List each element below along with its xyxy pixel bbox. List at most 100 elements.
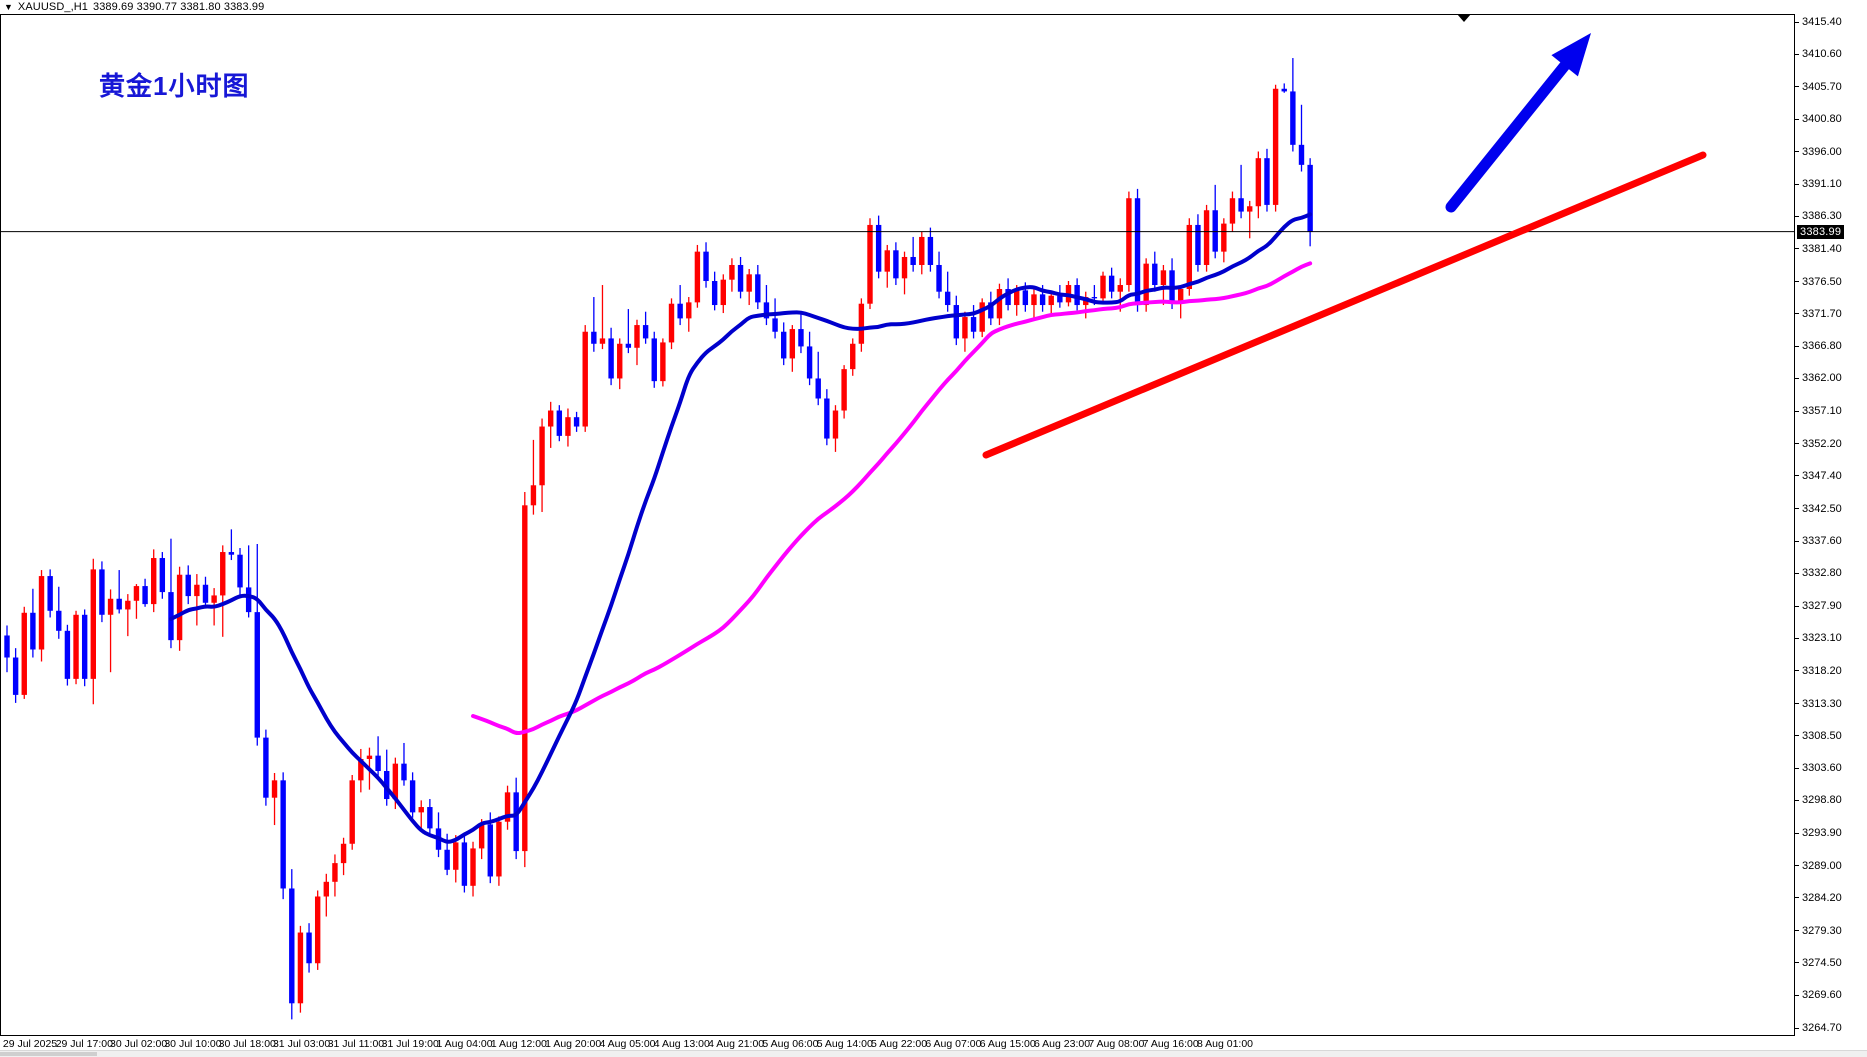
- time-tick-label: 29 Jul 17:00: [55, 1038, 113, 1050]
- price-tick: 3318.20: [1795, 665, 1842, 677]
- time-tick-label: 31 Jul 11:00: [327, 1038, 385, 1050]
- arrow-shaft: [1445, 60, 1571, 213]
- chart-plot-area[interactable]: [0, 14, 1795, 1036]
- price-tick-dash: [1795, 313, 1799, 315]
- price-tick-label: 3347.40: [1802, 469, 1842, 482]
- time-tick-label: 1 Aug 12:00: [490, 1038, 547, 1050]
- price-scale[interactable]: 3415.40 3410.60 3405.70 3400.80 3396.00 3391.…: [1795, 14, 1867, 1036]
- price-tick-dash: [1795, 475, 1799, 477]
- price-tick: 3366.80: [1795, 340, 1842, 353]
- caret-down-icon[interactable]: ▼: [4, 1, 13, 12]
- price-tick-label: 3279.30: [1802, 924, 1842, 937]
- price-tick: 3332.80: [1795, 567, 1842, 580]
- blue-projection-arrow[interactable]: [1445, 33, 1591, 213]
- price-tick: 3410.60: [1795, 48, 1842, 60]
- price-tick: 3362.00: [1795, 372, 1842, 385]
- price-tick: 3327.90: [1795, 600, 1842, 613]
- price-tick-dash: [1795, 377, 1799, 379]
- price-tick-label: 3269.60: [1802, 989, 1842, 1002]
- price-tick-label: 3284.20: [1802, 891, 1842, 904]
- price-tick-label: 3327.90: [1802, 600, 1842, 613]
- price-tick: 3371.70: [1795, 308, 1842, 320]
- price-tick: 3284.20: [1795, 891, 1842, 904]
- price-tick-dash: [1795, 443, 1799, 445]
- price-tick: 3293.90: [1795, 827, 1842, 839]
- time-tick-label: 8 Aug 01:00: [1196, 1038, 1254, 1050]
- price-tick-label: 3323.10: [1802, 632, 1842, 645]
- ma-fast-line: [168, 212, 1313, 844]
- symbol-label: XAUUSD_,H1: [17, 1, 88, 13]
- price-tick-dash: [1795, 799, 1799, 801]
- price-tick: 3279.30: [1795, 924, 1842, 937]
- time-tick-label: 6 Aug 15:00: [979, 1038, 1036, 1050]
- time-tick-label: 30 Jul 02:00: [110, 1038, 168, 1050]
- time-tick-label: 31 Jul 19:00: [381, 1038, 439, 1050]
- price-tick: 3405.70: [1795, 80, 1842, 93]
- price-tick-label: 3381.40: [1802, 242, 1842, 255]
- price-tick-dash: [1795, 281, 1799, 283]
- time-tick-label: 7 Aug 08:00: [1088, 1038, 1145, 1050]
- price-tick: 3289.00: [1795, 860, 1842, 872]
- price-tick-label: 3352.20: [1802, 437, 1842, 450]
- price-tick: 3386.30: [1795, 210, 1842, 223]
- time-tick-label: 5 Aug 14:00: [816, 1038, 873, 1050]
- price-tick: 3400.80: [1795, 113, 1842, 125]
- page-title: 黄金1小时图: [99, 71, 250, 101]
- price-tick-label: 3405.70: [1802, 80, 1842, 93]
- price-tick: 3303.60: [1795, 762, 1842, 775]
- last-price-tag: 3383.99: [1797, 224, 1845, 239]
- price-tick: 3323.10: [1795, 632, 1842, 645]
- price-tick-label: 3264.70: [1802, 1022, 1842, 1034]
- price-tick-dash: [1795, 151, 1799, 152]
- price-tick-label: 3337.60: [1802, 535, 1842, 548]
- price-tick-dash: [1795, 118, 1799, 120]
- price-tick-dash: [1795, 508, 1799, 510]
- price-tick-label: 3332.80: [1802, 567, 1842, 580]
- price-tick: 3298.80: [1795, 794, 1842, 806]
- price-tick-dash: [1795, 86, 1799, 88]
- price-tick: 3391.10: [1795, 178, 1842, 191]
- time-tick-label: 30 Jul 10:00: [164, 1038, 222, 1050]
- price-tick-dash: [1795, 21, 1799, 23]
- price-tick-dash: [1795, 410, 1799, 412]
- price-tick: 3313.30: [1795, 697, 1842, 710]
- price-tick-label: 3313.30: [1802, 697, 1842, 710]
- price-tick-label: 3308.50: [1802, 729, 1842, 742]
- price-tick-dash: [1795, 183, 1799, 185]
- price-tick-dash: [1795, 248, 1799, 250]
- price-tick-label: 3342.50: [1802, 502, 1842, 515]
- price-tick-dash: [1795, 832, 1799, 834]
- time-tick-label: 29 Jul 2025: [2, 1038, 58, 1050]
- price-tick: 3264.70: [1795, 1022, 1842, 1034]
- chart-canvas: [1, 33, 1794, 1020]
- price-tick: 3269.60: [1795, 989, 1842, 1002]
- horizontal-scrollbar[interactable]: [0, 1050, 1867, 1057]
- price-tick-label: 3274.50: [1802, 956, 1842, 969]
- price-tick-dash: [1795, 897, 1799, 899]
- price-tick-dash: [1795, 53, 1799, 55]
- scrollbar-thumb[interactable]: [0, 1052, 97, 1056]
- price-tick-label: 3366.80: [1802, 340, 1842, 353]
- price-tick-label: 3362.00: [1802, 372, 1842, 385]
- price-tick-label: 3386.30: [1802, 210, 1842, 223]
- time-tick-label: 6 Aug 23:00: [1034, 1038, 1091, 1050]
- price-tick: 3376.50: [1795, 276, 1842, 288]
- ohlc-values: 3389.69 3390.77 3381.80 3383.99: [93, 1, 265, 13]
- price-tick-dash: [1795, 703, 1799, 705]
- price-tick-dash: [1795, 540, 1799, 542]
- price-tick-dash: [1795, 767, 1799, 769]
- price-tick-dash: [1795, 637, 1799, 639]
- price-tick-label: 3303.60: [1802, 762, 1842, 775]
- time-tick-label: 5 Aug 22:00: [871, 1038, 928, 1050]
- price-tick-dash: [1795, 572, 1799, 574]
- price-tick-label: 3391.10: [1802, 178, 1842, 191]
- price-tick: 3381.40: [1795, 242, 1842, 255]
- symbol-bar: ▼ XAUUSD_,H1 3389.69 3390.77 3381.80 338…: [0, 0, 1867, 14]
- price-tick-label: 3396.00: [1802, 145, 1842, 158]
- price-tick: 3396.00: [1795, 145, 1842, 158]
- price-tick-label: 3357.10: [1802, 405, 1842, 418]
- time-tick-label: 6 Aug 07:00: [925, 1038, 982, 1050]
- red-uptrend-line[interactable]: [982, 151, 1707, 459]
- time-tick-label: 31 Jul 03:00: [272, 1038, 331, 1050]
- time-tick-label: 4 Aug 21:00: [708, 1038, 765, 1050]
